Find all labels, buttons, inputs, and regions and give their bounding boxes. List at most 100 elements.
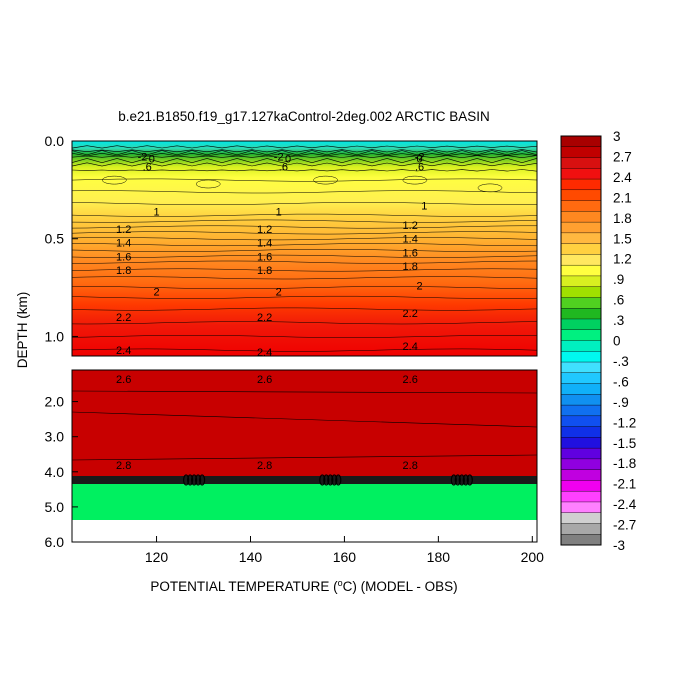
- contour-line: [71, 237, 538, 241]
- colorbar-label: 1.5: [613, 231, 632, 246]
- colorbar-label: -1.5: [613, 436, 636, 451]
- colorbar-label: -.9: [613, 395, 629, 410]
- contour-label: 1.2: [403, 220, 418, 232]
- contour-loop: [477, 183, 503, 193]
- contour-line: [71, 157, 538, 164]
- contour-cluster: [450, 474, 457, 486]
- y-axis-label: DEPTH (km): [15, 292, 30, 369]
- contour-label: 2.2: [403, 308, 418, 320]
- contour-cluster: [331, 474, 338, 486]
- colorbar-swatch: [560, 200, 602, 212]
- contour-label: 2.6: [257, 374, 272, 386]
- y-axis: 0.0 0.5 1.0 2.0 3.0 4.0 5.0 6.0: [45, 133, 78, 550]
- contour-loop: [402, 175, 428, 185]
- contour-line: [71, 178, 538, 182]
- colorbar-swatch: [560, 458, 602, 471]
- contour-line: [71, 169, 538, 172]
- contour-line: [71, 213, 538, 217]
- contour-label: 2.6: [116, 374, 131, 386]
- contour-line: [71, 286, 538, 290]
- contour-line: [71, 202, 537, 205]
- contour-cluster: [187, 474, 194, 486]
- upper-panel: -2 -2 -20 0 0.6.6.61 1 11.2 1.2 1.21.4 1.4 1.41.6 1…: [71, 140, 538, 359]
- x-axis-label: POTENTIAL TEMPERATURE (oC) (MODEL - OBS): [150, 578, 457, 594]
- contour-line: [71, 219, 538, 223]
- contour-line: [71, 243, 538, 247]
- x-tick-label: 180: [427, 549, 451, 565]
- contour-cluster: [454, 474, 461, 486]
- colorbar-swatch: [560, 329, 602, 341]
- colorbar-label: .6: [613, 293, 624, 308]
- colorbar-swatch: [560, 221, 602, 234]
- contour-cluster: [191, 474, 198, 486]
- lower-contour-lines: [71, 390, 538, 486]
- contour-label: 2.8: [403, 460, 418, 472]
- colorbar-swatch: [560, 447, 602, 460]
- y-tick-label: 4.0: [45, 464, 65, 480]
- contour-label: 1.6: [116, 251, 131, 263]
- colorbar-swatch: [560, 523, 602, 535]
- contour-label: 1.2: [116, 224, 131, 236]
- x-axis-label-degree: o: [338, 578, 343, 588]
- contour-label: 1: [421, 201, 427, 213]
- contour-cluster: [466, 474, 473, 486]
- contour-line: [71, 268, 538, 272]
- colorbar-swatch: [560, 308, 602, 320]
- contour-loop: [102, 175, 127, 185]
- chart-title: b.e21.B1850.f19_g17.127kaControl-2deg.00…: [118, 109, 490, 124]
- contour-cluster: [323, 474, 330, 486]
- contour-cluster: [199, 474, 206, 486]
- contour-label: -2: [274, 152, 284, 164]
- contour-cluster: [319, 474, 326, 486]
- colorbar-frame: [560, 135, 602, 546]
- colorbar-swatch: [560, 189, 602, 202]
- colorbar-swatch: [560, 318, 602, 331]
- contour-loop: [195, 179, 221, 189]
- colorbar-label: -2.4: [613, 497, 637, 512]
- x-tick-label: 140: [239, 549, 263, 565]
- colorbar-swatch: [560, 361, 602, 374]
- lower-panel-land: [72, 520, 537, 542]
- colorbar-swatch: [560, 146, 602, 159]
- contour-label: 2.4: [257, 347, 272, 359]
- contour-line: [71, 145, 538, 149]
- contour-line: [71, 335, 538, 338]
- colorbar-swatch: [560, 383, 602, 395]
- contour-label: 1.6: [403, 247, 418, 259]
- colorbar-swatch: [560, 168, 602, 180]
- colorbar-swatch: [560, 512, 602, 524]
- colorbar-swatch: [560, 426, 602, 438]
- y-tick-label: 0.0: [45, 133, 65, 149]
- contour-label: 1.4: [403, 234, 418, 246]
- colorbar-swatch: [560, 286, 602, 298]
- colorbar-swatch: [560, 243, 602, 255]
- contour-label: 2.8: [257, 460, 272, 472]
- colorbar-label: 2.7: [613, 149, 632, 164]
- colorbar-label: 3: [613, 129, 621, 144]
- colorbar-label: 1.2: [613, 252, 632, 267]
- contour-label: .6: [143, 161, 152, 173]
- colorbar-swatch: [560, 135, 602, 148]
- colorbar-label: -1.2: [613, 415, 636, 430]
- upper-panel-frame: [71, 140, 538, 357]
- x-axis-label-prefix: POTENTIAL TEMPERATURE (: [150, 579, 338, 594]
- colorbar-swatch: [560, 351, 602, 363]
- colorbar-swatch: [560, 469, 602, 481]
- colorbar-swatch: [560, 264, 602, 277]
- contour-label: 2: [417, 281, 423, 293]
- colorbar-swatch: [560, 415, 602, 428]
- colorbar-swatch: [560, 340, 602, 352]
- colorbar-swatch: [560, 501, 602, 514]
- colorbar-label: .3: [613, 313, 624, 328]
- contour-label: 1: [153, 206, 159, 218]
- colorbar-swatch: [560, 372, 602, 385]
- contour-label: .6: [415, 161, 424, 173]
- lower-contour-labels: 2.6 2.6 2.6 2.8 2.8 2.8: [116, 374, 418, 472]
- lower-panel-deep-fill: [72, 370, 537, 476]
- colorbar-swatch: [560, 394, 602, 406]
- contour-label: 0: [285, 154, 291, 166]
- colorbar-label: 2.4: [613, 170, 632, 185]
- contour-label: 1.4: [116, 238, 131, 250]
- contour-cluster: [183, 474, 190, 486]
